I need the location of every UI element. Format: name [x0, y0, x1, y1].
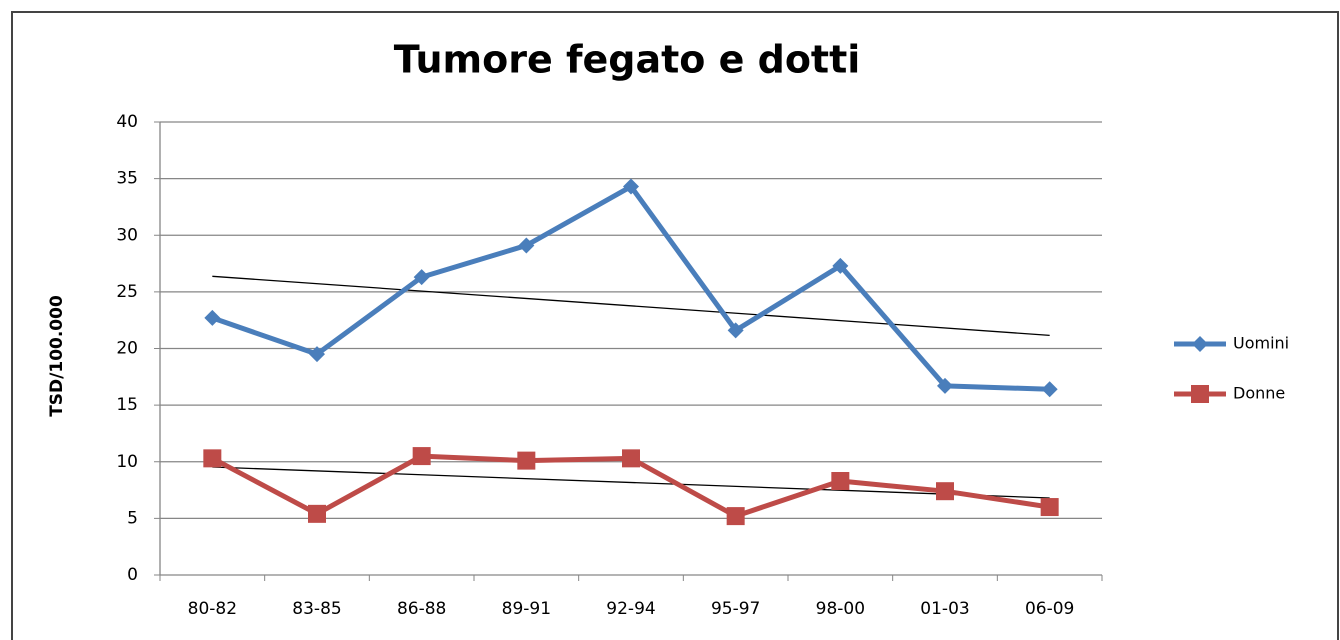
- x-tick-label: 01-03: [920, 599, 969, 619]
- y-tick-label: 10: [116, 452, 138, 472]
- data-point: [203, 449, 222, 468]
- x-tick-label: 86-88: [397, 599, 446, 619]
- y-axis-label: TSD/100.000: [47, 295, 67, 417]
- data-point: [831, 472, 850, 491]
- y-tick-label: 25: [116, 282, 138, 302]
- data-point: [308, 504, 326, 523]
- data-point: [517, 451, 536, 470]
- legend-label: Uomini: [1233, 334, 1289, 353]
- x-tick-label: 92-94: [606, 599, 655, 619]
- data-point: [412, 447, 431, 466]
- y-tick-label: 0: [127, 565, 138, 585]
- x-tick-label: 98-00: [816, 599, 865, 619]
- y-tick-label: 20: [116, 339, 138, 359]
- data-point: [937, 377, 953, 394]
- x-tick-label: 89-91: [502, 599, 551, 619]
- data-point: [832, 257, 849, 274]
- chart-title: Tumore fegato e dotti: [394, 38, 861, 82]
- y-tick-label: 15: [116, 395, 138, 415]
- data-point: [623, 178, 639, 195]
- data-point: [204, 309, 221, 326]
- data-point: [1192, 336, 1208, 352]
- data-point: [1191, 385, 1209, 403]
- chart-frame: [11, 11, 1339, 640]
- x-tick-label: 83-85: [292, 599, 341, 619]
- trendline: [212, 275, 1050, 337]
- legend-label: Donne: [1233, 384, 1285, 403]
- data-point: [1041, 381, 1058, 398]
- data-point: [726, 507, 745, 526]
- x-tick-label: 95-97: [711, 599, 760, 619]
- x-tick-label: 80-82: [188, 599, 237, 619]
- data-point: [1040, 498, 1059, 517]
- y-tick-label: 40: [116, 112, 138, 132]
- data-point: [518, 237, 535, 254]
- trendline: [212, 466, 1050, 499]
- data-point: [727, 322, 744, 339]
- y-tick-label: 30: [116, 225, 138, 245]
- data-point: [309, 346, 325, 363]
- y-tick-label: 5: [127, 508, 138, 528]
- x-tick-label: 06-09: [1025, 599, 1074, 619]
- y-tick-label: 35: [116, 169, 138, 189]
- data-point: [936, 482, 954, 501]
- data-point: [413, 269, 430, 286]
- data-point: [622, 449, 640, 468]
